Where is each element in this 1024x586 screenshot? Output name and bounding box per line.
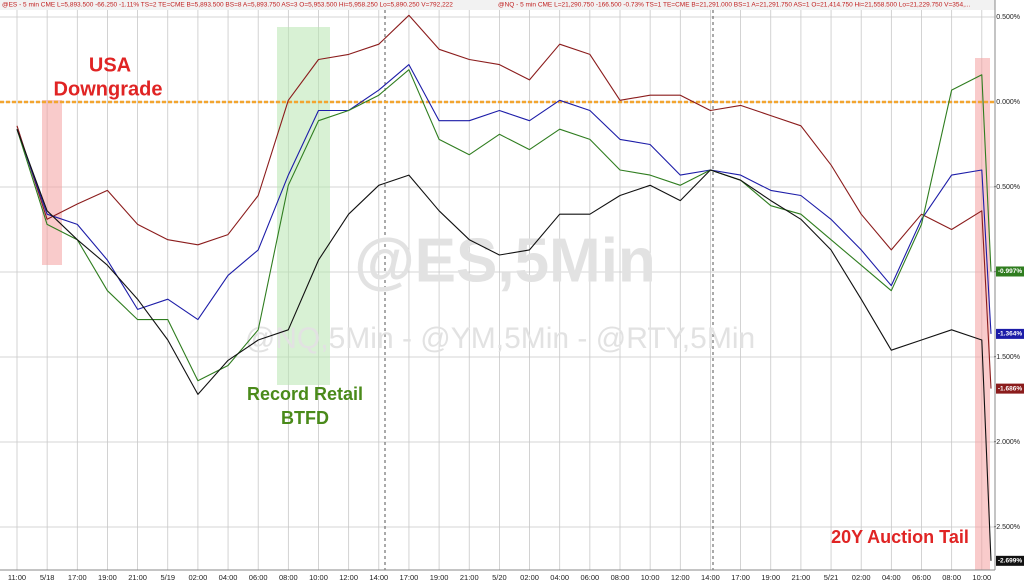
x-tick-label: 12:00 xyxy=(671,573,690,582)
x-tick-label: 19:00 xyxy=(98,573,117,582)
x-tick-label: 08:00 xyxy=(942,573,961,582)
x-tick-label: 06:00 xyxy=(580,573,599,582)
x-tick-label: 21:00 xyxy=(128,573,147,582)
watermark-sub: @NQ,5Min - @YM,5Min - @RTY,5Min xyxy=(245,322,755,355)
value-badge xyxy=(996,383,1024,394)
retail-band xyxy=(277,27,330,385)
y-tick-label: -0.500% xyxy=(994,184,1020,191)
x-axis-strip xyxy=(0,570,1024,586)
value-badge xyxy=(996,328,1024,339)
y-tick-label: -1.500% xyxy=(994,354,1020,361)
value-label: -0.997% xyxy=(998,268,1022,275)
x-tick-label: 02:00 xyxy=(189,573,208,582)
header-text: @NQ - 5 min CME L=21,290.750 -166.500 -0… xyxy=(498,2,971,9)
x-tick-label: 17:00 xyxy=(731,573,750,582)
plot xyxy=(0,14,995,561)
x-tick-label: 21:00 xyxy=(460,573,479,582)
x-tick-label: 19:00 xyxy=(761,573,780,582)
x-tick-label: 06:00 xyxy=(249,573,268,582)
header-text: @ES - 5 min CME L=5,893.500 -66.250 -1.1… xyxy=(2,2,453,9)
x-tick-label: 10:00 xyxy=(641,573,660,582)
x-tick-label: 19:00 xyxy=(430,573,449,582)
x-tick-label: 10:00 xyxy=(972,573,991,582)
downgrade-band xyxy=(42,100,62,265)
value-label: -2.699% xyxy=(998,558,1022,565)
series-line xyxy=(16,69,992,382)
x-tick-label: 04:00 xyxy=(219,573,238,582)
x-tick-label: 17:00 xyxy=(400,573,419,582)
y-tick-label: -2.000% xyxy=(994,439,1020,446)
x-tick-label: 5/20 xyxy=(492,573,507,582)
x-tick-label: 5/21 xyxy=(824,573,839,582)
annotation: USA xyxy=(89,54,131,76)
x-tick-label: 04:00 xyxy=(550,573,569,582)
x-tick-label: 14:00 xyxy=(701,573,720,582)
x-tick-label: 5/19 xyxy=(160,573,175,582)
y-tick-label: -2.500% xyxy=(994,524,1020,531)
x-tick-label: 17:00 xyxy=(68,573,87,582)
series-line xyxy=(16,64,992,334)
value-label: -1.686% xyxy=(998,385,1022,392)
x-tick-label: 12:00 xyxy=(339,573,358,582)
x-tick-label: 21:00 xyxy=(792,573,811,582)
series-line xyxy=(16,129,992,561)
annotation: 20Y Auction Tail xyxy=(831,527,969,547)
series-line xyxy=(16,14,992,389)
x-tick-label: 08:00 xyxy=(611,573,630,582)
watermark: @ES,5Min xyxy=(354,226,656,295)
x-tick-label: 02:00 xyxy=(520,573,539,582)
y-tick-label: 0.500% xyxy=(996,14,1020,21)
annotation: Record Retail xyxy=(247,384,363,404)
x-tick-label: 10:00 xyxy=(309,573,328,582)
x-tick-label: 04:00 xyxy=(882,573,901,582)
labels: 0.500%0.000%-0.500%-1.000%-1.500%-2.000%… xyxy=(8,14,1024,582)
value-badge xyxy=(996,266,1024,277)
x-tick-label: 11:00 xyxy=(8,573,26,582)
x-tick-label: 08:00 xyxy=(279,573,298,582)
x-tick-label: 5/18 xyxy=(40,573,55,582)
value-label: -1.364% xyxy=(998,331,1022,338)
x-tick-label: 02:00 xyxy=(852,573,871,582)
value-badge xyxy=(996,555,1024,566)
x-tick-label: 14:00 xyxy=(369,573,388,582)
annotation: BTFD xyxy=(281,408,329,428)
annotation: Downgrade xyxy=(54,78,163,100)
header-bar xyxy=(0,0,995,10)
y-tick-label: 0.000% xyxy=(996,99,1020,106)
x-tick-label: 06:00 xyxy=(912,573,931,582)
